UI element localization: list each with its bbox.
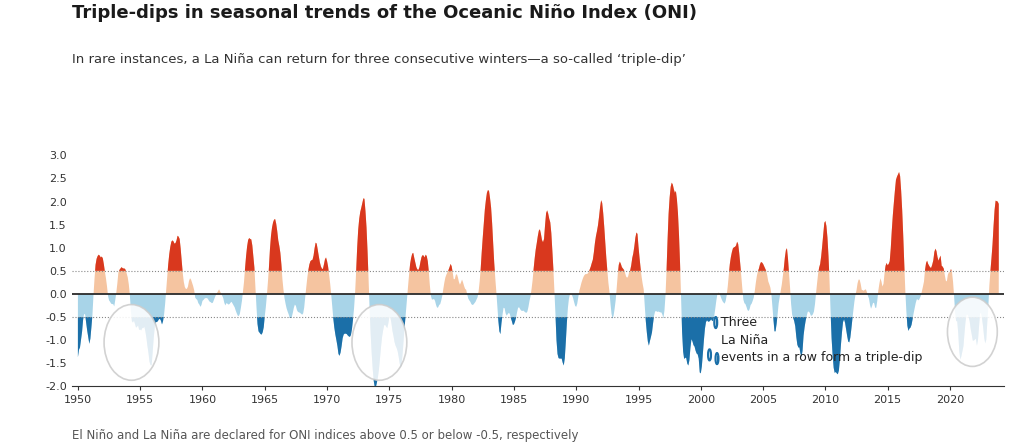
Text: Three: Three [721, 316, 757, 329]
Text: Triple-dips in seasonal trends of the Oceanic Niño Index (ONI): Triple-dips in seasonal trends of the Oc… [72, 4, 696, 23]
Ellipse shape [352, 305, 407, 380]
Text: events in a row form a triple-dip: events in a row form a triple-dip [721, 351, 922, 364]
Text: La Niña: La Niña [721, 333, 768, 347]
Text: In rare instances, a La Niña can return for three consecutive winters—a so-calle: In rare instances, a La Niña can return … [72, 53, 685, 66]
Ellipse shape [104, 305, 159, 380]
Text: El Niño and La Niña are declared for ONI indices above 0.5 or below -0.5, respec: El Niño and La Niña are declared for ONI… [72, 429, 579, 442]
Ellipse shape [947, 297, 997, 366]
